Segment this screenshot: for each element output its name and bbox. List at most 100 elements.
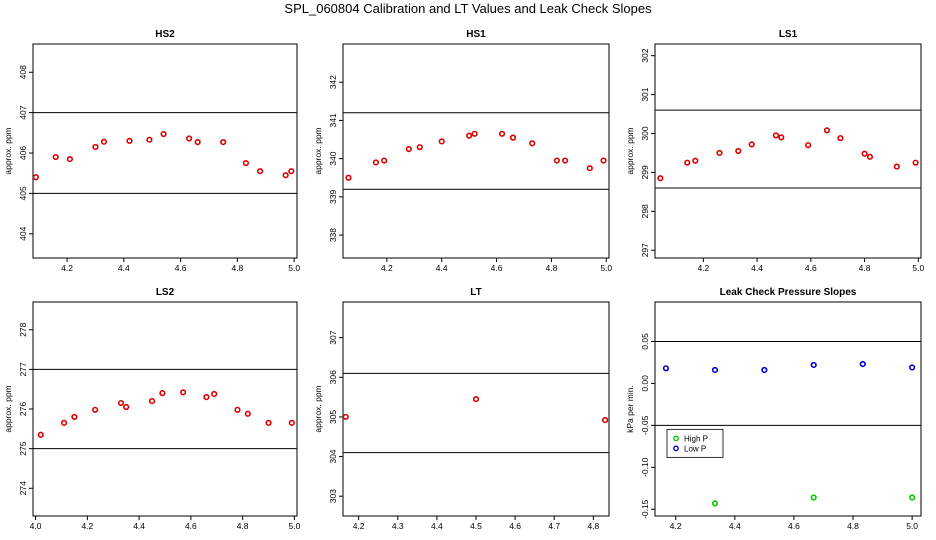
- legend-marker: [673, 435, 679, 442]
- data-point: [711, 500, 719, 507]
- data-point: [498, 130, 506, 137]
- data-point: [203, 394, 210, 401]
- data-point: [909, 494, 916, 501]
- y-tick-label: 408: [18, 65, 28, 79]
- y-tick-label: 276: [18, 402, 28, 416]
- data-point: [288, 168, 295, 175]
- x-tick-label: 4.6: [805, 263, 817, 273]
- data-point: [810, 361, 817, 369]
- data-point: [288, 419, 295, 426]
- x-tick-label: 4.6: [509, 521, 521, 531]
- plot-frame: [32, 43, 298, 259]
- x-tick-label: 4.6: [175, 263, 187, 273]
- data-point: [66, 155, 74, 163]
- chart-panel-4: LT approx. ppm 4.2 4.3 4.4 4.5 4.6 4.7 4.8 303 304…: [313, 287, 610, 531]
- y-tick-label: 277: [18, 362, 28, 376]
- data-point: [529, 140, 536, 147]
- data-point: [405, 145, 412, 153]
- x-tick-label: 4.4: [436, 263, 448, 273]
- data-point: [342, 413, 349, 421]
- y-axis-label: approx. ppm: [625, 127, 635, 174]
- x-tick-label: 4.2: [381, 263, 393, 273]
- x-tick-label: 4.2: [81, 521, 93, 531]
- data-point: [657, 175, 664, 182]
- legend-label: High P: [684, 434, 708, 443]
- data-point: [416, 144, 423, 151]
- data-point: [244, 410, 251, 417]
- data-point: [748, 141, 755, 148]
- data-point: [242, 160, 250, 167]
- plot-frame: [654, 301, 922, 517]
- legend-marker: [673, 445, 679, 452]
- x-tick-label: 4.8: [859, 263, 871, 273]
- y-tick-label: 404: [18, 226, 28, 240]
- x-tick-label: 4.4: [133, 521, 145, 531]
- chart-panel-2: LS1 approx. ppm 4.2 4.4 4.6 4.8 5.0 297 298 299 30…: [625, 29, 924, 273]
- figure-title: SPL_060804 Calibration and LT Values and…: [284, 1, 652, 16]
- y-tick-label: -0.15: [640, 499, 650, 519]
- chart-panel-1: HS1 approx. ppm 4.2 4.4 4.6 4.8 5.0 338 339 340 34…: [313, 29, 612, 273]
- legend-box: [666, 428, 724, 458]
- data-point: [837, 135, 844, 142]
- x-tick-label: 4.2: [353, 521, 365, 531]
- data-point: [772, 132, 780, 139]
- plot-frame: [32, 301, 298, 517]
- x-tick-label: 4.8: [587, 521, 599, 531]
- chart-panel-3: LS2 approx. ppm 4.0 4.2 4.4 4.6 4.8 5.0 274 275 27…: [3, 287, 301, 531]
- data-point: [265, 419, 272, 426]
- y-tick-label: 298: [640, 204, 650, 218]
- data-point: [711, 366, 719, 374]
- y-tick-label: 302: [640, 48, 650, 62]
- data-point: [553, 157, 560, 164]
- data-point: [601, 416, 609, 424]
- x-tick-label: 4.8: [545, 263, 557, 273]
- y-tick-label: -0.10: [640, 457, 650, 477]
- y-tick-label: 307: [328, 330, 338, 344]
- y-tick-label: 304: [328, 449, 338, 463]
- x-tick-label: 4.7: [548, 521, 560, 531]
- x-tick-label: 4.2: [697, 263, 709, 273]
- panel-title: HS1: [466, 29, 486, 40]
- x-tick-label: 4.4: [729, 521, 741, 531]
- data-point: [859, 361, 866, 368]
- x-tick-label: 5.0: [912, 263, 924, 273]
- y-axis-label: kPa per min.: [625, 385, 635, 433]
- x-tick-label: 4.3: [392, 521, 404, 531]
- data-point: [662, 365, 670, 372]
- x-tick-label: 5.0: [906, 521, 918, 531]
- data-point: [71, 413, 78, 421]
- data-point: [282, 172, 289, 179]
- data-point: [60, 419, 68, 426]
- data-point: [146, 136, 153, 143]
- data-point: [735, 147, 742, 155]
- x-tick-label: 4.2: [670, 521, 682, 531]
- y-tick-label: 300: [640, 126, 650, 140]
- y-tick-label: 303: [328, 489, 338, 503]
- data-point: [180, 389, 187, 396]
- panel-title: LS2: [156, 287, 175, 298]
- plot-frame: [342, 43, 610, 259]
- y-tick-label: 0.00: [640, 375, 650, 392]
- y-tick-label: 278: [18, 322, 28, 336]
- data-point: [194, 139, 201, 146]
- y-tick-label: 0.05: [640, 333, 650, 350]
- y-tick-label: 405: [18, 186, 28, 200]
- panel-title: Leak Check Pressure Slopes: [720, 287, 857, 298]
- data-point: [211, 390, 218, 398]
- plot-frame: [342, 301, 610, 517]
- x-tick-label: 4.8: [847, 521, 859, 531]
- data-point: [234, 406, 241, 413]
- data-point: [92, 143, 99, 151]
- x-tick-label: 4.2: [61, 263, 73, 273]
- y-axis-label: approx. ppm: [313, 127, 323, 174]
- data-point: [159, 390, 166, 397]
- y-axis-label: approx. ppm: [313, 385, 323, 432]
- y-tick-label: 301: [640, 87, 650, 101]
- panel-title: HS2: [155, 29, 175, 40]
- data-point: [92, 406, 99, 413]
- x-tick-label: 4.6: [185, 521, 197, 531]
- data-point: [126, 137, 133, 145]
- data-point: [32, 174, 39, 181]
- y-axis-label: approx. ppm: [3, 385, 13, 432]
